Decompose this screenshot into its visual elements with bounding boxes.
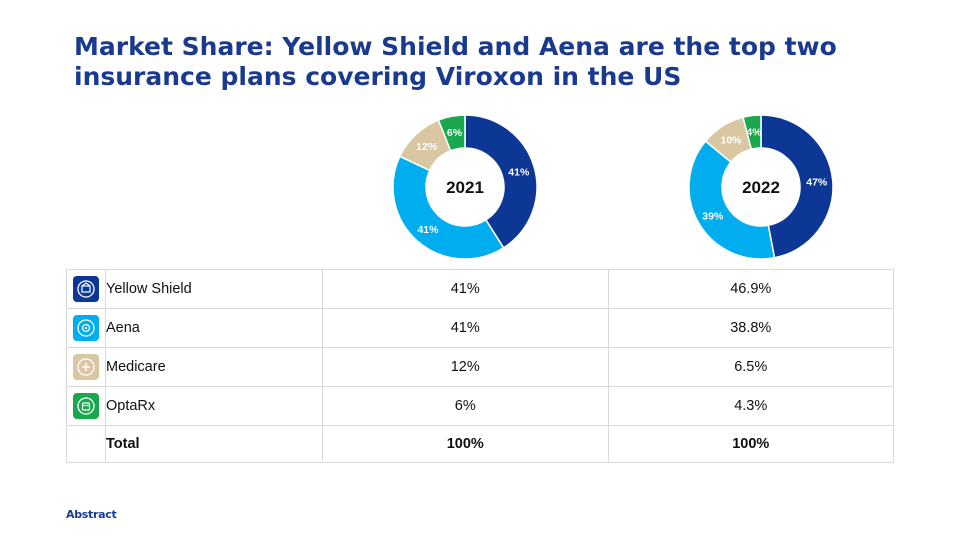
value-2021: 41% xyxy=(322,308,609,348)
donut-chart-2022: 47% 39% 10% 4% 2022 xyxy=(686,112,836,262)
slice-label: 47% xyxy=(806,177,828,189)
total-2021: 100% xyxy=(322,425,609,463)
row-name: OptaRx xyxy=(105,386,323,426)
value-2021: 12% xyxy=(322,347,609,387)
slice-label: 39% xyxy=(702,211,724,223)
donut-slice-optarx xyxy=(437,114,466,152)
pharmacy-icon xyxy=(73,393,99,419)
shield-icon xyxy=(73,276,99,302)
donut-slice-aena xyxy=(688,140,776,260)
page-title: Market Share: Yellow Shield and Aena are… xyxy=(74,32,837,91)
donut-center-label: 2021 xyxy=(446,178,484,197)
row-name: Medicare xyxy=(105,347,323,387)
slice-label: 41% xyxy=(508,166,530,178)
slice-label: 12% xyxy=(416,141,438,153)
value-2022: 46.9% xyxy=(607,269,894,309)
value-2021: 41% xyxy=(322,269,609,309)
total-2022: 100% xyxy=(607,425,894,463)
value-2022: 6.5% xyxy=(607,347,894,387)
total-label: Total xyxy=(105,425,323,463)
market-share-table: Yellow Shield 41% 46.9% Aena 41% 38.8% M… xyxy=(66,269,894,463)
medical-icon xyxy=(73,354,99,380)
donut-chart-2021: 41% 41% 12% 6% 2021 xyxy=(390,112,540,262)
slice-label: 6% xyxy=(447,127,463,139)
row-name: Aena xyxy=(105,308,323,348)
donut-svg: 47% 39% 10% 4% 2022 xyxy=(688,114,834,260)
donut-slice-aena xyxy=(392,155,505,260)
table-row: Yellow Shield 41% 46.9% xyxy=(66,269,894,309)
slice-label: 4% xyxy=(746,126,762,138)
donut-svg: 41% 41% 12% 6% 2021 xyxy=(392,114,538,260)
donut-slice-yellow-shield xyxy=(760,114,834,259)
gear-icon xyxy=(73,315,99,341)
slice-label: 41% xyxy=(417,224,439,236)
value-2022: 4.3% xyxy=(607,386,894,426)
total-row: Total 100% 100% xyxy=(66,425,894,463)
company-logo: Abstract xyxy=(66,508,117,521)
slice-label: 10% xyxy=(720,135,742,147)
table-row: Medicare 12% 6.5% xyxy=(66,347,894,387)
table-row: Aena 41% 38.8% xyxy=(66,308,894,348)
donut-center-label: 2022 xyxy=(742,178,780,197)
table-row: OptaRx 6% 4.3% xyxy=(66,386,894,426)
value-2021: 6% xyxy=(322,386,609,426)
donut-slice-optarx xyxy=(742,114,762,151)
value-2022: 38.8% xyxy=(607,308,894,348)
donut-slice-yellow-shield xyxy=(464,114,538,249)
row-name: Yellow Shield xyxy=(105,269,323,309)
